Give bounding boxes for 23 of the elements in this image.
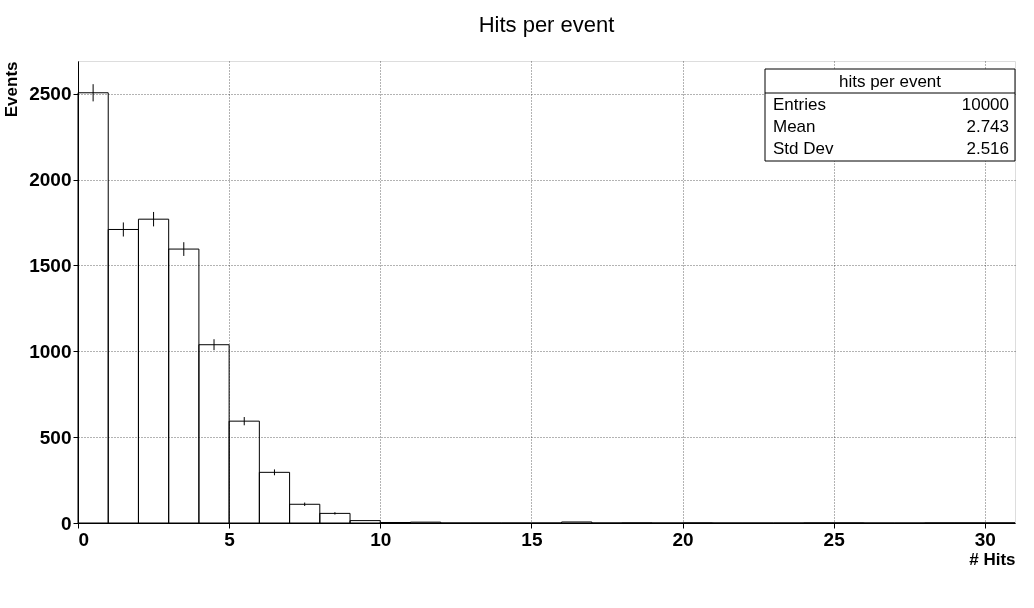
annotation: 2.743 bbox=[966, 117, 1009, 136]
chart-title: Hits per event bbox=[478, 12, 615, 37]
y-tick-label: 1000 bbox=[29, 340, 72, 362]
annotation: 10000 bbox=[961, 95, 1009, 114]
y-tick-label: 0 bbox=[60, 512, 72, 534]
annotation: hits per event bbox=[838, 72, 942, 91]
annotation: Entries bbox=[773, 95, 826, 114]
x-tick-label: 0 bbox=[78, 528, 90, 550]
x-tick-label: 5 bbox=[224, 528, 236, 550]
x-tick-label: 30 bbox=[974, 528, 996, 550]
y-tick-label: 2500 bbox=[29, 83, 72, 105]
x-tick-label: 25 bbox=[823, 528, 846, 550]
annotation: Mean bbox=[773, 117, 816, 136]
y-tick-label: 500 bbox=[39, 426, 72, 448]
y-axis-title: Events bbox=[2, 61, 22, 118]
y-tick-label: 2000 bbox=[29, 169, 72, 191]
y-tick-label: 1500 bbox=[29, 254, 72, 276]
x-tick-label: 20 bbox=[672, 528, 694, 550]
x-axis-title: # Hits bbox=[969, 549, 1016, 569]
annotation: Std Dev bbox=[773, 139, 834, 158]
x-tick-label: 10 bbox=[370, 528, 392, 550]
x-tick-label: 15 bbox=[521, 528, 543, 550]
annotation: 2.516 bbox=[966, 139, 1009, 158]
